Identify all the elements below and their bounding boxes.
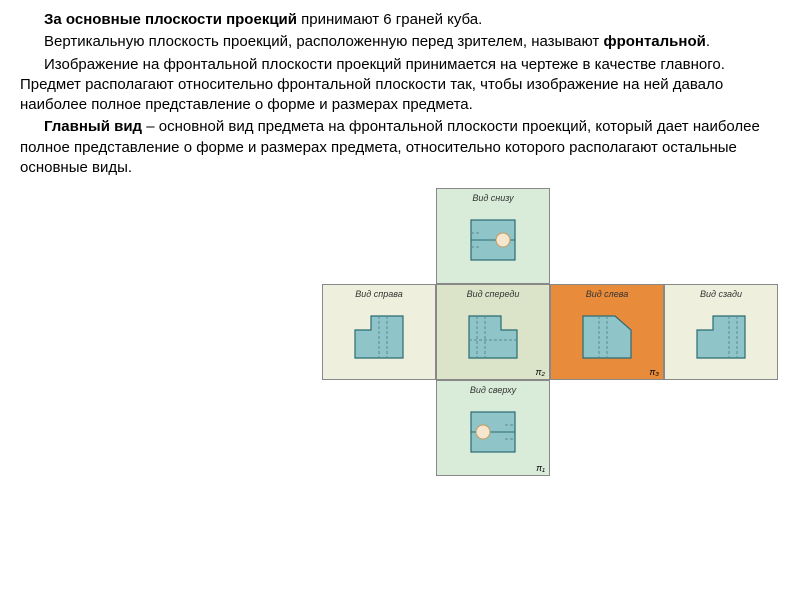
label-top-view: Вид сверху [437, 385, 549, 395]
cell-front-view: Вид спереди π₂ [436, 284, 550, 380]
drawing-back-view [691, 310, 751, 362]
label-right-view: Вид справа [323, 289, 435, 299]
drawing-left-view [577, 310, 637, 362]
cell-left-view: Вид слева π₃ [550, 284, 664, 380]
cell-bottom-view: Вид снизу [436, 188, 550, 284]
shape-front-view [437, 299, 549, 373]
drawing-right-view [349, 310, 409, 362]
shape-top-view [437, 395, 549, 469]
cell-top-view: Вид сверху π₁ [436, 380, 550, 476]
cell-back-view: Вид сзади [664, 284, 778, 380]
drawing-top-view [463, 407, 523, 457]
paragraph-4: Главный вид – основной вид предмета на ф… [20, 117, 780, 178]
p1-bold: За основные плоскости проекций [44, 11, 297, 28]
pi-left: π₃ [649, 367, 659, 377]
label-bottom-view: Вид снизу [437, 193, 549, 203]
label-back-view: Вид сзади [665, 289, 777, 299]
label-front-view: Вид спереди [437, 289, 549, 299]
intro-text: За основные плоскости проекций принимают… [0, 0, 800, 178]
shape-back-view [665, 299, 777, 373]
shape-bottom-view [437, 203, 549, 277]
shape-left-view [551, 299, 663, 373]
paragraph-2: Вертикальную плоскость проекций, располо… [20, 32, 780, 52]
cell-right-view: Вид справа [322, 284, 436, 380]
pi-front: π₂ [536, 367, 545, 377]
pi-bottom: π₁ [536, 463, 545, 473]
shape-right-view [323, 299, 435, 373]
paragraph-3: Изображение на фронтальной плоскости про… [20, 55, 780, 116]
drawing-front-view [463, 310, 523, 362]
paragraph-1: За основные плоскости проекций принимают… [20, 10, 780, 30]
label-left-view: Вид слева [551, 289, 663, 299]
drawing-bottom-view [463, 215, 523, 265]
